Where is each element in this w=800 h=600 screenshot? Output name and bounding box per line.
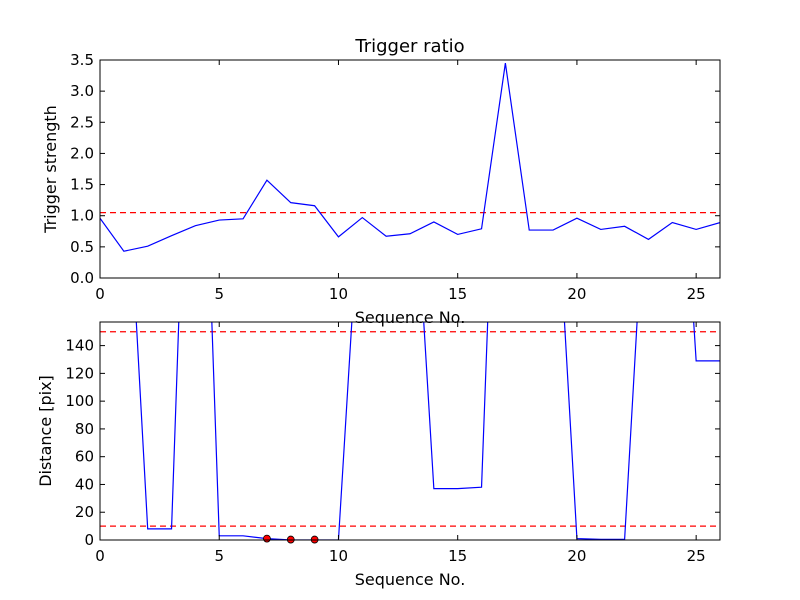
series-line — [100, 63, 720, 252]
series-line — [135, 322, 720, 540]
y-tick-label: 60 — [75, 448, 94, 466]
x-tick-label: 20 — [567, 285, 586, 303]
y-tick-label: 1.5 — [70, 176, 94, 194]
y-tick-label: 40 — [75, 475, 94, 493]
chart-title: Trigger ratio — [354, 36, 464, 57]
y-tick-label: 100 — [65, 392, 94, 410]
x-tick-label: 10 — [329, 285, 348, 303]
x-tick-label: 15 — [448, 547, 467, 565]
y-tick-label: 3.0 — [70, 82, 94, 100]
x-tick-label: 25 — [687, 285, 706, 303]
y-tick-label: 1.0 — [70, 207, 94, 225]
y-axis-ticks: 0 20 40 60 80 100 120 140 — [65, 337, 720, 549]
plot-frame — [99, 59, 721, 279]
x-axis-label: Sequence No. — [355, 308, 466, 327]
x-tick-label: 5 — [214, 285, 224, 303]
y-tick-label: 0.0 — [70, 269, 94, 287]
x-axis-ticks: 0 5 10 15 20 25 — [95, 322, 706, 565]
y-tick-label: 2.0 — [70, 144, 94, 162]
y-tick-label: 0.5 — [70, 238, 94, 256]
series-lines — [135, 322, 720, 540]
x-tick-label: 0 — [95, 547, 105, 565]
x-tick-label: 5 — [214, 547, 224, 565]
y-tick-label: 0 — [84, 531, 94, 549]
threshold-lines — [100, 331, 720, 527]
trigger-ratio-chart: Trigger ratio 0 5 10 15 20 25 0.0 0.5 1.0 1.5 2.0… — [41, 36, 721, 327]
series-lines — [100, 63, 720, 252]
x-tick-label: 15 — [448, 285, 467, 303]
marker-point — [263, 534, 271, 543]
y-tick-label: 80 — [75, 420, 94, 438]
y-axis-label: Distance [pix] — [36, 375, 55, 487]
x-tick-label: 0 — [95, 285, 105, 303]
plot-frame — [99, 321, 721, 541]
x-tick-label: 10 — [329, 547, 348, 565]
x-tick-label: 25 — [687, 547, 706, 565]
x-axis-ticks: 0 5 10 15 20 25 — [95, 60, 706, 303]
y-axis-ticks: 0.0 0.5 1.0 1.5 2.0 2.5 3.0 3.5 — [70, 51, 720, 287]
distance-chart: 0 5 10 15 20 25 0 20 40 60 80 100 120 140 Sequence N… — [36, 321, 721, 589]
x-axis-label: Sequence No. — [355, 570, 466, 589]
y-tick-label: 20 — [75, 503, 94, 521]
x-tick-label: 20 — [567, 547, 586, 565]
y-axis-label: Trigger strength — [41, 105, 60, 234]
y-tick-label: 140 — [65, 337, 94, 355]
y-tick-label: 120 — [65, 364, 94, 382]
y-tick-label: 3.5 — [70, 51, 94, 69]
y-tick-label: 2.5 — [70, 113, 94, 131]
